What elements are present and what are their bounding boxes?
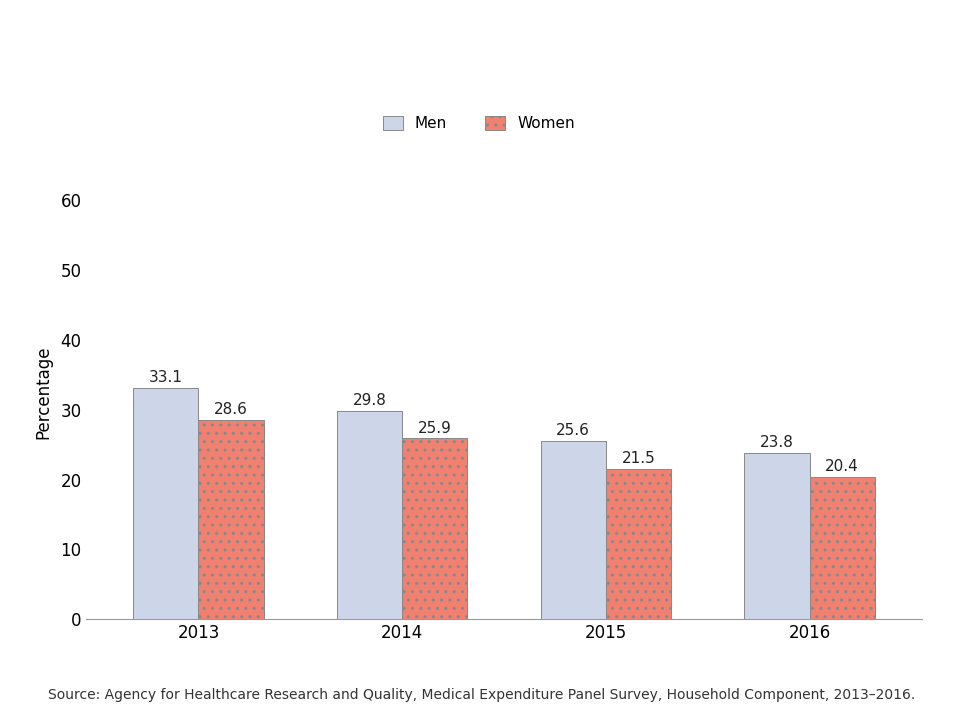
Bar [133,388,199,619]
Bar [606,469,671,619]
Legend: Men, Women: Men, Women [376,109,581,137]
Ellipse shape [864,0,960,129]
Y-axis label: Percentage: Percentage [35,346,52,439]
Text: 28.6: 28.6 [214,402,248,417]
Text: 20.4: 20.4 [826,459,859,474]
Text: 25.9: 25.9 [418,420,451,436]
Text: Source: Agency for Healthcare Research and Quality, Medical Expenditure Panel Su: Source: Agency for Healthcare Research a… [48,688,915,702]
Text: 25.6: 25.6 [557,423,590,438]
Text: 21.5: 21.5 [621,451,656,467]
Bar [540,441,606,619]
Bar [744,453,809,619]
Bar [809,477,875,619]
Text: were ever uninsured during the calendar year, by sex: 2013–2016: were ever uninsured during the calendar … [0,79,835,102]
Bar [337,411,402,619]
Text: 33.1: 33.1 [149,370,182,385]
Text: 23.8: 23.8 [760,436,794,450]
Text: 29.8: 29.8 [352,393,387,408]
Bar [402,438,468,619]
Text: Figure 4. Percentage of non-elderly adults, ages 18–64, who: Figure 4. Percentage of non-elderly adul… [24,29,802,52]
Bar [199,420,264,619]
